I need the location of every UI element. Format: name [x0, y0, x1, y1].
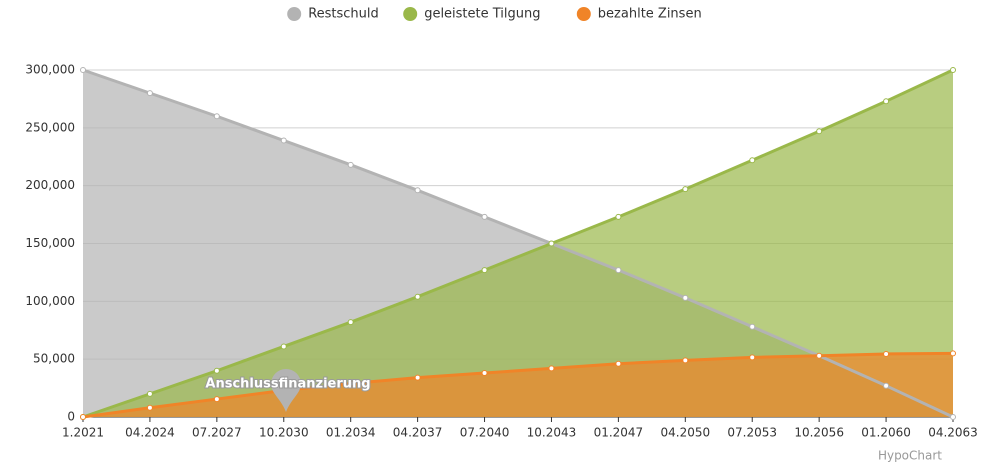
point: [213, 113, 220, 120]
point: [80, 67, 86, 73]
point: [213, 396, 220, 403]
point: [548, 240, 555, 247]
area: [83, 70, 953, 417]
point: [883, 350, 890, 357]
point: [749, 323, 756, 330]
annotation-pin: [271, 369, 301, 412]
point: [414, 293, 421, 300]
point: [347, 380, 354, 387]
point: [280, 343, 287, 350]
y-tick-label: 150,000: [25, 236, 75, 250]
point: [347, 161, 354, 168]
y-tick-label: 200,000: [25, 178, 75, 192]
point: [213, 367, 220, 374]
line: [82, 68, 954, 419]
legend-marker: [287, 7, 302, 21]
x-tick-label: 07.2053: [727, 426, 777, 440]
point: [146, 404, 153, 411]
x-tick-label: 04.2063: [928, 426, 978, 440]
point: [749, 157, 756, 164]
point: [883, 98, 890, 105]
y-tick-label: 0: [67, 410, 75, 424]
legend-label: geleistete Tilgung: [424, 7, 540, 22]
y-tick-label: 50,000: [33, 352, 75, 366]
x-tick-label: 04.2024: [125, 426, 175, 440]
point: [950, 67, 956, 73]
point: [816, 128, 823, 135]
credit: HypoChart: [878, 449, 942, 463]
area: [83, 353, 953, 417]
point: [481, 213, 488, 220]
point: [414, 187, 421, 194]
point: [414, 374, 421, 381]
point: [682, 186, 689, 193]
line: [82, 351, 954, 419]
legend-marker: [576, 7, 591, 21]
y-tick-label: 250,000: [25, 120, 75, 134]
x-tick-label: 04.2050: [660, 426, 710, 440]
point: [146, 90, 153, 97]
x-tick-label: 01.2060: [861, 426, 911, 440]
point: [883, 382, 890, 389]
point: [749, 354, 756, 361]
x-tick-label: 10.2056: [794, 426, 844, 440]
x-tick-label: 07.2027: [192, 426, 242, 440]
line: [82, 68, 954, 419]
x-tick-label: 01.2047: [594, 426, 644, 440]
point: [615, 267, 622, 274]
point: [950, 414, 956, 420]
legend-label: Restschuld: [308, 7, 379, 22]
point: [548, 365, 555, 372]
point: [816, 352, 823, 359]
annotation: Anschlussfinanzierung: [205, 377, 370, 392]
legend-label: bezahlte Zinsen: [598, 7, 702, 22]
x-tick-label: 04.2037: [393, 426, 443, 440]
legend: Restschuld geleistete Tilgung bezahlte Zin…: [287, 7, 702, 22]
point: [615, 360, 622, 367]
point: [481, 370, 488, 377]
y-tick-label: 300,000: [25, 63, 75, 77]
point: [950, 350, 956, 357]
legend-marker: [403, 7, 418, 21]
point: [682, 357, 689, 364]
point: [682, 294, 689, 301]
point: [280, 137, 287, 144]
point: [347, 319, 354, 326]
x-tick-label: 1.2021: [62, 426, 104, 440]
point: [80, 414, 86, 420]
point: [615, 213, 622, 220]
point: [481, 267, 488, 274]
x-tick-label: 01.2034: [326, 426, 376, 440]
x-tick-label: 10.2043: [527, 426, 577, 440]
x-tick-label: 07.2040: [460, 426, 510, 440]
point: [146, 390, 153, 397]
y-tick-label: 100,000: [25, 294, 75, 308]
x-tick-label: 10.2030: [259, 426, 309, 440]
